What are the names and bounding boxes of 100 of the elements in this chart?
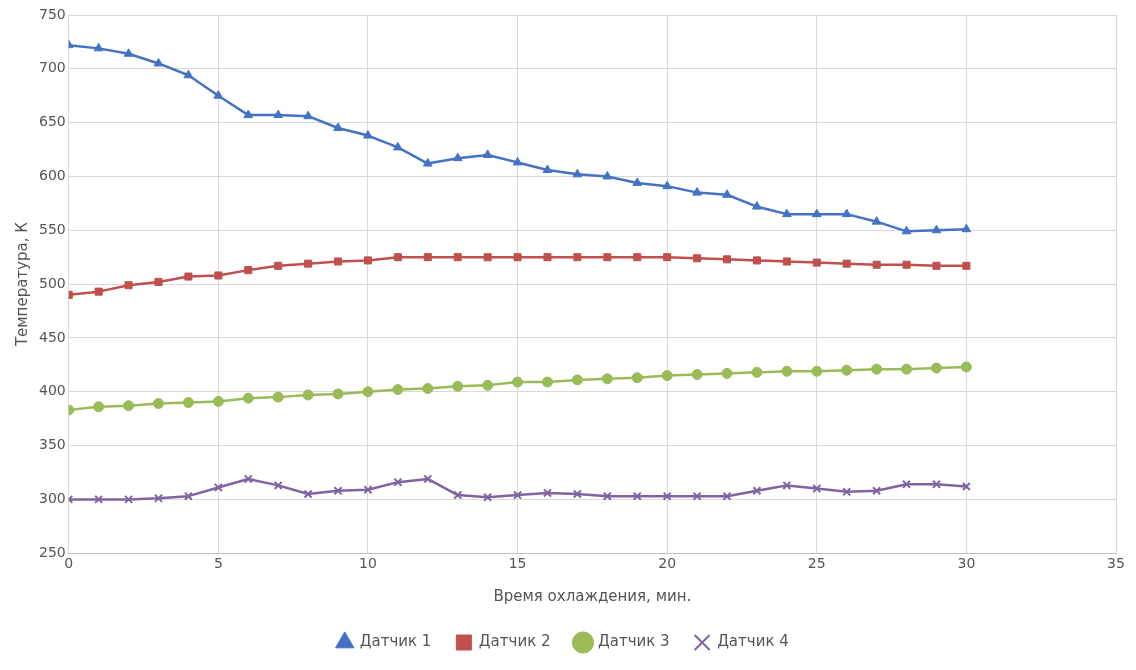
point — [602, 491, 612, 501]
point — [513, 490, 523, 500]
point — [932, 261, 941, 270]
point — [751, 366, 763, 378]
y-tick-label: 500 — [38, 274, 66, 291]
y-tick-label: 450 — [38, 328, 66, 345]
point — [542, 488, 553, 498]
x-tick-label: 20 — [658, 555, 677, 572]
point — [632, 491, 642, 501]
x-tick-label: 25 — [807, 555, 826, 572]
point — [782, 208, 792, 218]
point — [543, 253, 552, 262]
point — [842, 487, 852, 497]
legend-label: Датчик 3 — [598, 632, 670, 651]
y-tick-label: 350 — [38, 436, 66, 453]
point — [124, 494, 134, 504]
point — [452, 152, 463, 162]
point — [722, 491, 732, 501]
point — [542, 164, 553, 173]
y-tick-label: 400 — [38, 382, 66, 399]
y-tick-label: 750 — [38, 5, 66, 22]
point — [633, 253, 642, 262]
point — [333, 257, 343, 266]
point — [182, 397, 194, 408]
point — [513, 253, 522, 262]
point — [722, 255, 732, 264]
point — [812, 258, 821, 267]
point — [243, 474, 253, 484]
point — [482, 379, 494, 391]
x-axis-title: Время охлаждения, мин. — [493, 586, 692, 605]
point — [214, 271, 223, 280]
point — [274, 261, 283, 270]
point — [901, 225, 912, 235]
point — [243, 109, 254, 119]
point — [931, 479, 941, 489]
point — [333, 486, 343, 496]
point — [392, 384, 404, 396]
y-tick-label: 300 — [38, 490, 66, 507]
point — [422, 158, 433, 167]
point — [184, 272, 193, 281]
point — [663, 253, 672, 262]
point — [961, 481, 971, 491]
point — [393, 141, 403, 151]
point — [872, 486, 882, 496]
point — [841, 208, 852, 218]
point — [661, 370, 673, 382]
point — [902, 479, 912, 489]
point — [631, 372, 643, 384]
point — [752, 201, 762, 210]
point — [332, 388, 344, 400]
point — [303, 489, 313, 499]
point — [902, 260, 911, 269]
point — [183, 69, 194, 79]
x-tick-label: 10 — [359, 555, 377, 572]
point — [183, 491, 193, 501]
point — [363, 130, 373, 139]
point — [603, 253, 612, 262]
point — [393, 253, 402, 262]
point — [302, 389, 314, 401]
point — [482, 149, 493, 158]
x-tick-label: 30 — [957, 555, 976, 572]
point — [244, 266, 253, 275]
point — [662, 491, 672, 501]
point — [901, 363, 913, 375]
point — [752, 256, 761, 265]
point — [781, 365, 793, 377]
y-tick-label: 650 — [38, 113, 66, 130]
y-axis-title: Температура, К — [12, 221, 31, 348]
point — [94, 494, 104, 504]
point — [153, 57, 164, 67]
point — [632, 177, 643, 186]
point — [483, 492, 493, 502]
point — [453, 490, 463, 500]
point — [393, 477, 403, 487]
point — [93, 401, 105, 413]
point — [871, 216, 882, 225]
point — [512, 156, 523, 166]
point — [272, 391, 284, 403]
point — [782, 257, 791, 266]
point — [962, 261, 971, 270]
point — [722, 189, 732, 198]
point — [782, 480, 792, 490]
point — [572, 168, 583, 178]
point — [273, 480, 283, 490]
point — [453, 253, 462, 262]
point — [811, 365, 823, 377]
legend-label: Датчик 1 — [359, 632, 432, 651]
x-tick-label: 5 — [213, 555, 223, 572]
point — [512, 376, 524, 388]
point — [304, 259, 313, 268]
point — [693, 254, 702, 263]
point — [930, 362, 942, 374]
point — [871, 363, 883, 375]
y-tick-label: 550 — [38, 220, 66, 237]
point — [213, 90, 224, 99]
point — [154, 277, 163, 286]
legend-label: Датчик 2 — [478, 632, 551, 651]
x-tick-label: 15 — [508, 555, 527, 572]
point — [571, 374, 583, 386]
point — [601, 373, 613, 385]
